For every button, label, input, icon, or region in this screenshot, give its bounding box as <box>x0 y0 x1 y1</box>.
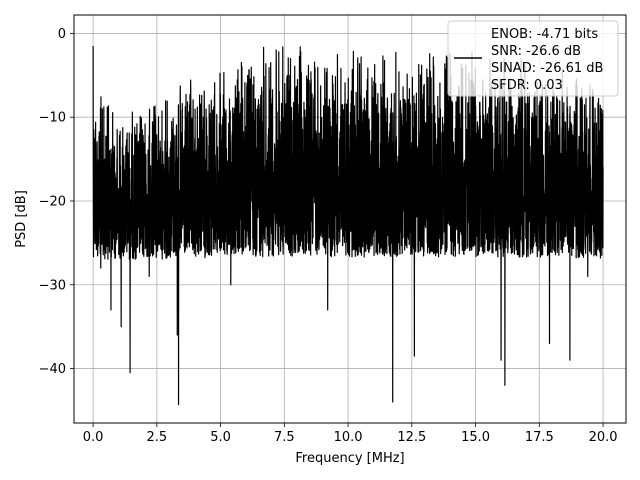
plot-frame <box>73 14 627 424</box>
psd-series <box>92 45 604 406</box>
legend: ENOB: -4.71 bits SNR: -26.6 dB SINAD: -2… <box>447 20 619 97</box>
x-tick-label: 15.0 <box>461 430 490 445</box>
x-tick-label: 10.0 <box>334 430 363 445</box>
legend-entry-sfdr: SFDR: 0.03 <box>491 78 563 93</box>
x-tick-label: 17.5 <box>525 430 554 445</box>
x-tick-label: 2.5 <box>147 430 168 445</box>
legend-entry-enob: ENOB: -4.71 bits <box>491 27 598 42</box>
psd-line <box>92 45 604 406</box>
y-tick-label: −30 <box>39 278 66 293</box>
x-tick-label: 0.0 <box>83 430 104 445</box>
y-tick-label: −10 <box>39 111 66 126</box>
legend-entry-sinad: SINAD: -26.61 dB <box>491 61 603 76</box>
y-tick-label: −40 <box>39 362 66 377</box>
x-axis-label: Frequency [MHz] <box>295 451 404 466</box>
y-tick-label: 0 <box>58 27 66 42</box>
legend-box <box>447 20 619 97</box>
y-tick-label: −20 <box>39 194 66 209</box>
y-axis-label: PSD [dB] <box>14 190 29 248</box>
x-tick-label: 20.0 <box>589 430 618 445</box>
legend-entry-snr: SNR: -26.6 dB <box>491 44 581 59</box>
x-tick-label: 12.5 <box>397 430 426 445</box>
axis-ticks: 0.0 2.5 5.0 7.5 10.0 12.5 15.0 17.5 20.0 0 −10 −20 −… <box>39 27 618 445</box>
x-tick-label: 5.0 <box>210 430 231 445</box>
x-tick-label: 7.5 <box>274 430 295 445</box>
